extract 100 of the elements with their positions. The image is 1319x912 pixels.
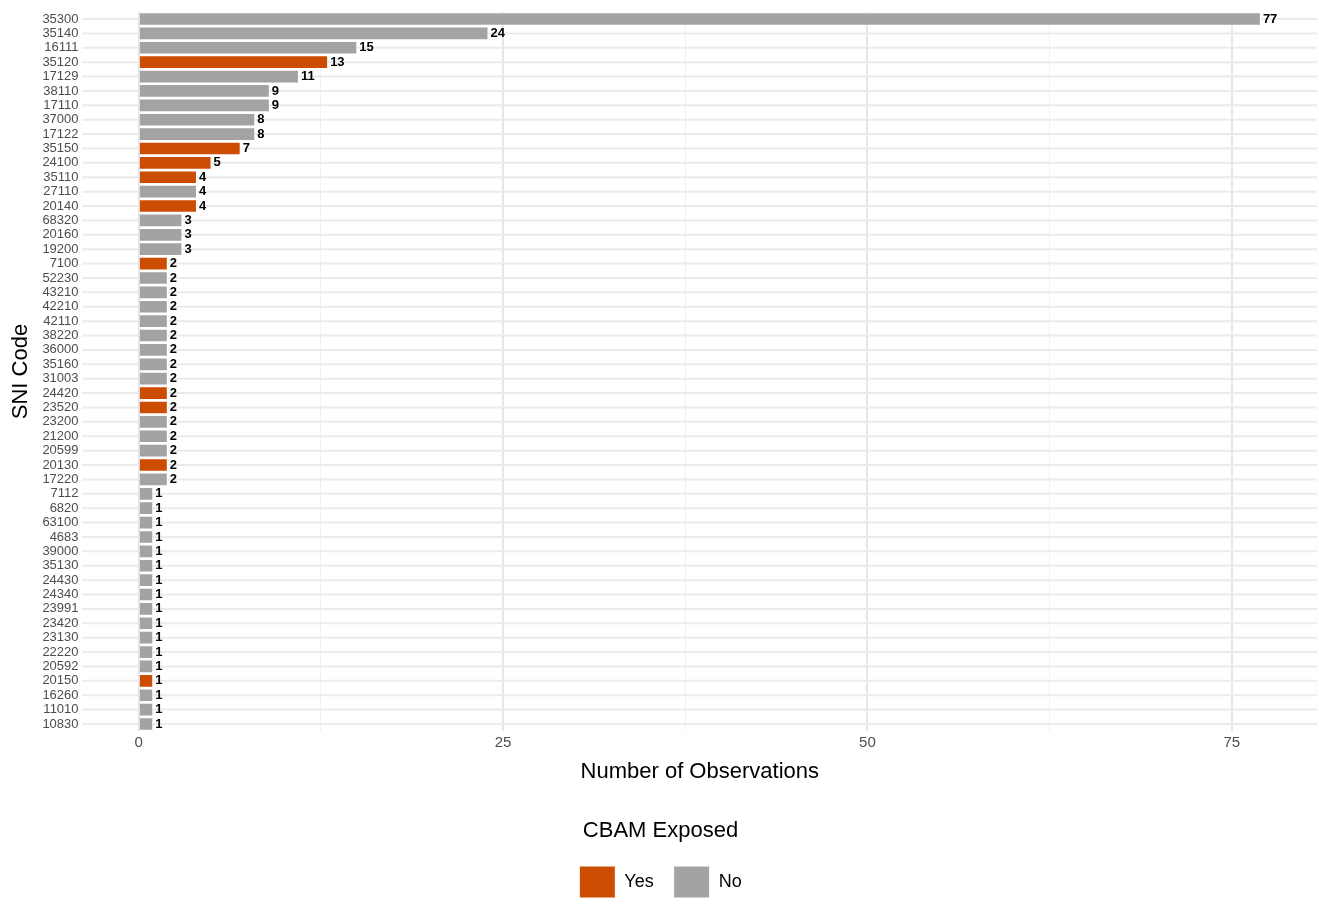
y-tick-label: 21200: [42, 427, 79, 443]
data-label: 2: [169, 370, 178, 386]
y-axis-title: SNI Code: [7, 323, 33, 420]
data-label: 1: [155, 542, 163, 558]
y-tick-label: 52230: [42, 269, 79, 285]
data-label: 9: [271, 82, 280, 98]
data-label: 3: [184, 240, 192, 256]
legend-label: No: [718, 870, 742, 891]
y-tick-label: 16111: [44, 39, 79, 55]
y-tick-label: 20130: [42, 456, 79, 472]
data-label: 1: [155, 658, 163, 674]
data-label: 1: [155, 629, 163, 645]
y-tick-label: 24340: [42, 586, 79, 602]
y-tick-label: 17110: [43, 96, 79, 112]
x-axis-title: Number of Observations: [580, 758, 819, 784]
data-label: 2: [169, 413, 178, 429]
data-label: 2: [169, 470, 178, 486]
y-tick-label: 19200: [42, 240, 79, 256]
y-tick-label: 23520: [42, 399, 79, 415]
y-tick-label: 35150: [42, 140, 79, 156]
data-label: 1: [155, 499, 163, 515]
data-label: 15: [359, 39, 374, 55]
data-label: 2: [169, 298, 178, 314]
data-label: 9: [271, 96, 280, 112]
data-label: 1: [155, 614, 163, 630]
data-label: 1: [155, 571, 163, 587]
y-tick-label: 7100: [49, 255, 79, 271]
data-label: 1: [155, 701, 163, 717]
y-tick-label: 17220: [42, 470, 79, 486]
y-tick-label: 20150: [42, 672, 79, 688]
y-tick-label: 20160: [42, 226, 79, 242]
data-label: 4: [198, 183, 207, 199]
data-label: 4: [198, 168, 207, 184]
y-tick-label: 22220: [42, 643, 79, 659]
y-tick-label: 20140: [42, 197, 79, 213]
data-label: 77: [1262, 10, 1278, 26]
y-tick-label: 17129: [42, 68, 79, 84]
y-tick-label: 16260: [42, 686, 79, 702]
y-tick-label: 11010: [43, 701, 79, 717]
y-tick-label: 20599: [42, 442, 79, 458]
data-label: 2: [169, 355, 178, 371]
y-tick-label: 4683: [49, 528, 79, 544]
y-tick-label: 31003: [42, 370, 79, 386]
data-label: 2: [169, 269, 178, 285]
data-label: 8: [257, 125, 265, 141]
data-label: 13: [330, 53, 345, 69]
y-tick-label: 24420: [42, 384, 79, 400]
x-tick-label: 75: [1223, 733, 1241, 751]
data-label: 1: [155, 586, 163, 602]
y-tick-label: 23200: [42, 413, 79, 429]
y-tick-label: 39000: [42, 542, 79, 558]
y-tick-label: 35140: [42, 24, 79, 40]
data-label: 2: [169, 427, 178, 443]
data-label: 2: [169, 399, 178, 415]
y-tick-label: 38220: [42, 327, 79, 343]
data-label: 2: [169, 327, 178, 343]
data-label: 1: [155, 672, 163, 688]
data-label: 7: [242, 140, 250, 156]
y-tick-label: 63100: [42, 514, 79, 530]
data-label: 1: [155, 528, 163, 544]
data-label: 2: [169, 384, 178, 400]
y-tick-label: 17122: [42, 125, 79, 141]
y-tick-label: 37000: [42, 111, 79, 127]
y-tick-label: 24100: [42, 154, 79, 170]
data-label: 1: [155, 715, 163, 731]
data-label: 24: [490, 24, 506, 40]
data-label: 8: [257, 111, 265, 127]
data-label: 1: [155, 485, 163, 501]
y-tick-label: 23420: [42, 614, 79, 630]
y-tick-label: 24430: [42, 571, 79, 587]
data-label: 11: [300, 68, 315, 84]
y-tick-label: 35120: [42, 53, 79, 69]
data-label: 2: [169, 341, 178, 357]
data-label: 2: [169, 456, 178, 472]
y-tick-label: 35130: [42, 557, 79, 573]
data-label: 2: [169, 312, 178, 328]
data-label: 3: [184, 212, 192, 227]
y-tick-label: 10830: [42, 715, 79, 731]
y-tick-label: 23991: [42, 600, 79, 616]
y-tick-label: 68320: [42, 212, 79, 227]
data-label: 1: [155, 600, 163, 616]
data-label: 2: [169, 283, 178, 299]
y-tick-label: 38110: [43, 82, 79, 98]
y-tick-label: 35110: [43, 168, 79, 184]
data-label: 2: [169, 255, 178, 271]
y-tick-label: 7112: [50, 485, 79, 501]
data-label: 1: [155, 686, 163, 702]
data-label: 1: [155, 514, 163, 530]
x-tick-label: 0: [134, 733, 143, 751]
y-tick-label: 42110: [43, 312, 79, 328]
y-tick-label: 23130: [42, 629, 79, 645]
y-tick-label: 6820: [49, 499, 79, 515]
y-tick-label: 20592: [42, 658, 79, 674]
x-tick-label: 50: [859, 733, 876, 751]
data-label: 3: [184, 226, 192, 242]
legend-title: CBAM Exposed: [582, 816, 739, 842]
y-tick-label: 27110: [43, 183, 79, 199]
data-label: 1: [155, 557, 163, 573]
legend-label: Yes: [624, 870, 654, 891]
data-label: 5: [213, 154, 221, 170]
